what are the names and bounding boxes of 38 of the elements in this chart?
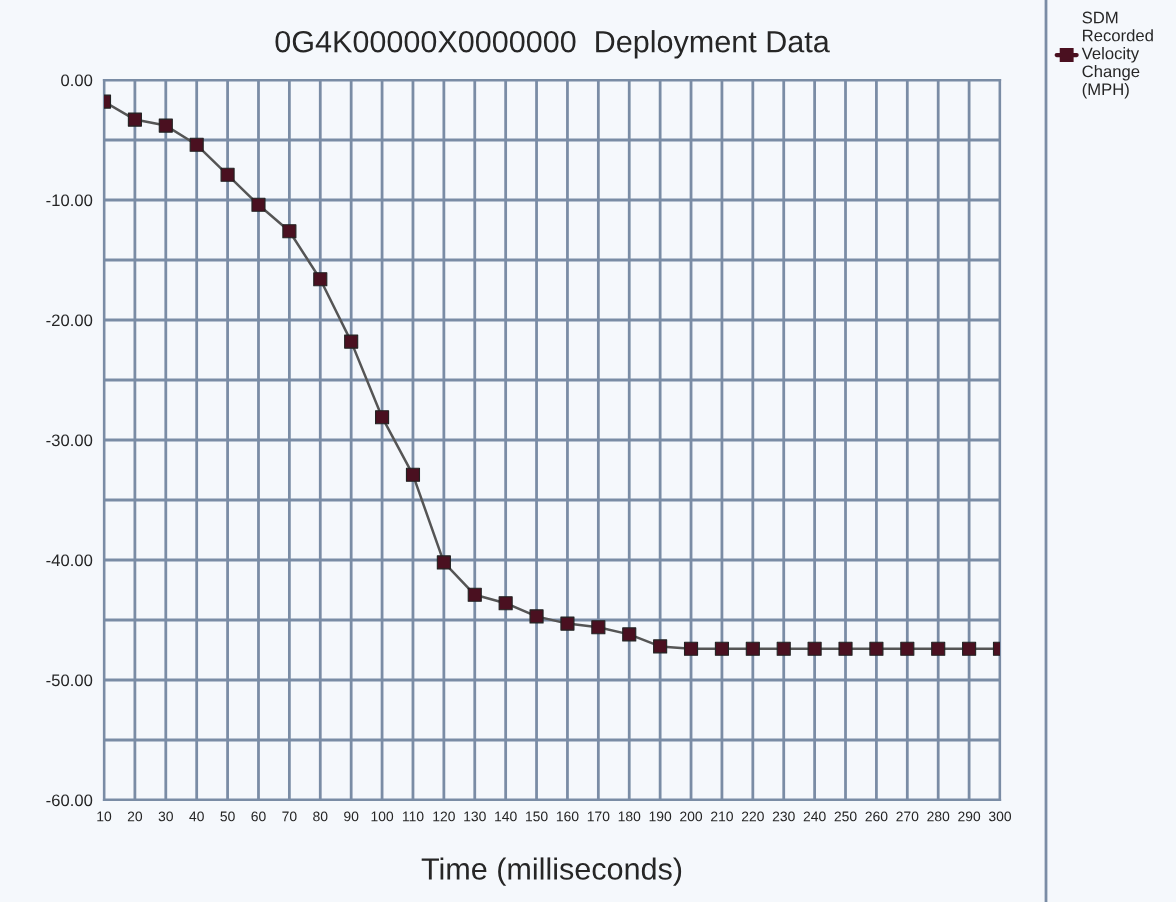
legend-label: SDM Recorded Velocity Change (MPH) [1081,11,1153,99]
point [560,616,575,631]
point [282,224,297,239]
point [591,620,606,635]
y-tick-label: -40.00 [46,554,93,567]
point [467,587,482,602]
point [220,167,235,182]
point [436,555,451,570]
chart-title: 0G4K00000X0000000 Deployment Data [275,30,830,59]
point [745,641,760,656]
point [127,112,142,127]
y-tick-label: -50.00 [46,674,93,687]
point [622,627,637,642]
x-axis-title: Time (milliseconds) [421,857,682,886]
point [683,641,699,656]
point [653,639,668,654]
y-tick-label: 0.00 [61,74,93,87]
y-tick-label: -20.00 [46,314,93,327]
point [838,641,853,656]
point [776,641,791,656]
point [158,118,173,133]
point [374,410,390,425]
point [313,272,328,287]
point [931,641,946,656]
point [869,641,884,656]
point [189,137,204,152]
y-tick-label: -30.00 [46,434,93,447]
point [498,596,513,611]
point [405,467,421,482]
point [900,641,915,656]
y-tick-label: -10.00 [46,194,93,207]
point [344,334,359,349]
point [529,609,544,624]
point [807,641,822,656]
point [251,197,266,212]
point [714,641,730,656]
y-tick-label: -60.00 [46,794,93,807]
point [962,641,977,656]
